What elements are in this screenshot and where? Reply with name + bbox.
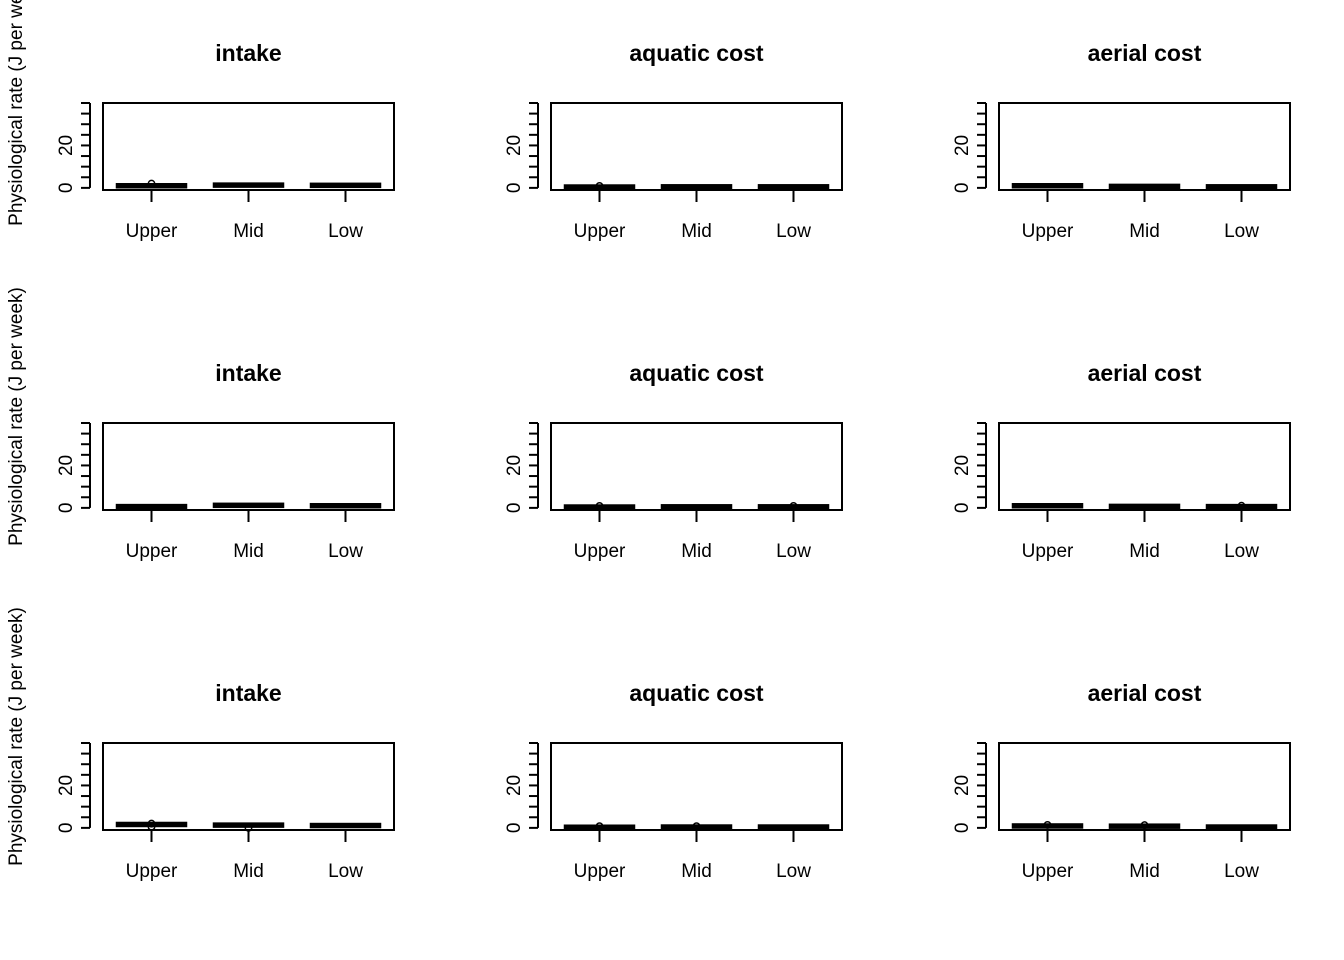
panel-2: aerial cost 0 20 Upper Mid Low — [952, 40, 1291, 242]
panel-8: aerial cost 0 20 Upper Mid Low — [952, 680, 1291, 882]
y-tick-label: 0 — [56, 183, 77, 194]
x-tick-label: Upper — [1022, 221, 1074, 242]
panel-title: aerial cost — [1088, 40, 1202, 66]
plot-frame — [550, 742, 843, 831]
y-tick-label: 20 — [504, 455, 525, 476]
x-tick-label: Low — [328, 221, 363, 242]
outlier-point — [244, 823, 253, 832]
x-tick-label: Low — [1224, 861, 1259, 882]
y-tick-label: 20 — [56, 455, 77, 476]
panel-title: intake — [215, 360, 281, 386]
y-axis-label: Physiological rate (J per week) — [6, 0, 27, 226]
x-tick-label: Mid — [233, 861, 264, 882]
x-tick-label: Upper — [574, 541, 626, 562]
x-tick-label: Mid — [1129, 221, 1160, 242]
y-tick-label: 0 — [56, 823, 77, 834]
y-tick-label: 0 — [952, 503, 973, 514]
panel-3: intake 0 20 Physiological rate (J per week)… — [6, 287, 395, 562]
y-tick-label: 20 — [56, 135, 77, 156]
x-tick-label: Low — [1224, 541, 1259, 562]
x-tick-label: Upper — [574, 221, 626, 242]
x-tick-label: Low — [776, 541, 811, 562]
x-tick-label: Mid — [681, 861, 712, 882]
y-tick-label: 0 — [504, 183, 525, 194]
plot-frame — [102, 102, 395, 191]
plot-frame — [998, 422, 1291, 511]
plot-frame — [998, 102, 1291, 191]
panel-title: intake — [215, 680, 281, 706]
outlier-point — [1140, 821, 1149, 830]
y-tick-label: 0 — [504, 503, 525, 514]
outlier-point — [1237, 501, 1246, 510]
panel-title: aquatic cost — [629, 680, 764, 706]
y-tick-label: 0 — [952, 823, 973, 834]
panel-title: intake — [215, 40, 281, 66]
y-tick-label: 0 — [504, 823, 525, 834]
panel-7: aquatic cost 0 20 Upper Mid Low — [504, 680, 843, 882]
outlier-point — [147, 819, 156, 828]
y-axis-label: Physiological rate (J per week) — [6, 287, 27, 546]
panel-0: intake 0 20 Physiological rate (J per week)… — [6, 0, 395, 242]
panel-title: aquatic cost — [629, 360, 764, 386]
plot-frame — [102, 742, 395, 831]
x-tick-label: Mid — [681, 221, 712, 242]
x-tick-label: Low — [328, 541, 363, 562]
outlier-point — [789, 502, 798, 510]
y-tick-label: 0 — [56, 503, 77, 514]
x-tick-label: Mid — [1129, 541, 1160, 562]
outlier-point — [595, 182, 604, 190]
x-tick-label: Mid — [681, 541, 712, 562]
panel-title: aerial cost — [1088, 360, 1202, 386]
x-tick-label: Low — [328, 861, 363, 882]
x-tick-label: Upper — [126, 221, 178, 242]
x-tick-label: Upper — [1022, 541, 1074, 562]
y-axis-label: Physiological rate (J per week) — [6, 607, 27, 866]
outlier-point — [147, 179, 156, 188]
outlier-point — [692, 822, 701, 831]
panel-4: aquatic cost 0 20 Upper Mid Low — [504, 360, 843, 562]
x-tick-label: Low — [776, 221, 811, 242]
panel-title: aquatic cost — [629, 40, 764, 66]
outlier-point — [147, 822, 156, 831]
panel-6: intake 0 20 Physiological rate (J per week)… — [6, 607, 395, 882]
x-tick-label: Mid — [233, 541, 264, 562]
plot-frame — [550, 422, 843, 511]
x-tick-label: Upper — [126, 861, 178, 882]
y-tick-label: 0 — [952, 183, 973, 194]
x-tick-label: Low — [776, 861, 811, 882]
panel-1: aquatic cost 0 20 Upper Mid Low — [504, 40, 843, 242]
y-tick-label: 20 — [504, 135, 525, 156]
outlier-point — [1043, 820, 1052, 829]
x-tick-label: Upper — [574, 861, 626, 882]
y-tick-label: 20 — [952, 775, 973, 796]
x-tick-label: Upper — [126, 541, 178, 562]
plot-frame — [550, 102, 843, 191]
y-tick-label: 20 — [504, 775, 525, 796]
y-tick-label: 20 — [952, 135, 973, 156]
y-tick-label: 20 — [56, 775, 77, 796]
x-tick-label: Mid — [1129, 861, 1160, 882]
x-tick-label: Upper — [1022, 861, 1074, 882]
plot-frame — [998, 742, 1291, 831]
panel-title: aerial cost — [1088, 680, 1202, 706]
x-tick-label: Mid — [233, 221, 264, 242]
x-tick-label: Low — [1224, 221, 1259, 242]
outlier-point — [595, 822, 604, 831]
y-tick-label: 20 — [952, 455, 973, 476]
outlier-point — [595, 502, 604, 510]
panel-5: aerial cost 0 20 Upper Mid Low — [952, 360, 1291, 562]
plot-frame — [102, 422, 395, 511]
